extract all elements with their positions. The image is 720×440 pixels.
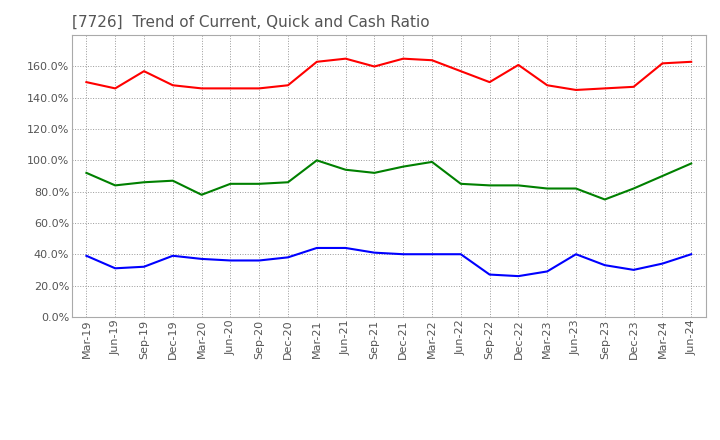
Cash Ratio <box>341 246 350 251</box>
Current Ratio <box>341 56 350 61</box>
Line: Current Ratio: Current Ratio <box>86 59 691 90</box>
Cash Ratio <box>255 258 264 263</box>
Current Ratio <box>168 83 177 88</box>
Text: [7726]  Trend of Current, Quick and Cash Ratio: [7726] Trend of Current, Quick and Cash … <box>72 15 430 30</box>
Cash Ratio <box>514 274 523 279</box>
Current Ratio <box>197 86 206 91</box>
Cash Ratio <box>456 252 465 257</box>
Quick Ratio <box>687 161 696 166</box>
Quick Ratio <box>312 158 321 163</box>
Cash Ratio <box>399 252 408 257</box>
Current Ratio <box>82 80 91 85</box>
Current Ratio <box>485 80 494 85</box>
Current Ratio <box>629 84 638 89</box>
Quick Ratio <box>197 192 206 198</box>
Cash Ratio <box>284 255 292 260</box>
Current Ratio <box>255 86 264 91</box>
Quick Ratio <box>629 186 638 191</box>
Line: Quick Ratio: Quick Ratio <box>86 160 691 199</box>
Quick Ratio <box>140 180 148 185</box>
Cash Ratio <box>312 246 321 251</box>
Cash Ratio <box>111 266 120 271</box>
Quick Ratio <box>284 180 292 185</box>
Current Ratio <box>111 86 120 91</box>
Cash Ratio <box>428 252 436 257</box>
Quick Ratio <box>255 181 264 187</box>
Quick Ratio <box>514 183 523 188</box>
Quick Ratio <box>485 183 494 188</box>
Cash Ratio <box>629 267 638 272</box>
Cash Ratio <box>82 253 91 258</box>
Current Ratio <box>687 59 696 64</box>
Current Ratio <box>572 87 580 92</box>
Current Ratio <box>658 61 667 66</box>
Quick Ratio <box>572 186 580 191</box>
Quick Ratio <box>111 183 120 188</box>
Cash Ratio <box>168 253 177 258</box>
Current Ratio <box>284 83 292 88</box>
Current Ratio <box>543 83 552 88</box>
Quick Ratio <box>658 173 667 179</box>
Quick Ratio <box>428 159 436 165</box>
Quick Ratio <box>82 170 91 176</box>
Quick Ratio <box>226 181 235 187</box>
Quick Ratio <box>341 167 350 172</box>
Cash Ratio <box>658 261 667 266</box>
Quick Ratio <box>168 178 177 183</box>
Cash Ratio <box>140 264 148 269</box>
Cash Ratio <box>370 250 379 255</box>
Cash Ratio <box>572 252 580 257</box>
Line: Cash Ratio: Cash Ratio <box>86 248 691 276</box>
Current Ratio <box>456 69 465 74</box>
Cash Ratio <box>226 258 235 263</box>
Quick Ratio <box>456 181 465 187</box>
Current Ratio <box>226 86 235 91</box>
Current Ratio <box>370 64 379 69</box>
Current Ratio <box>600 86 609 91</box>
Current Ratio <box>399 56 408 61</box>
Cash Ratio <box>600 263 609 268</box>
Cash Ratio <box>485 272 494 277</box>
Cash Ratio <box>543 269 552 274</box>
Current Ratio <box>514 62 523 68</box>
Current Ratio <box>312 59 321 64</box>
Quick Ratio <box>543 186 552 191</box>
Cash Ratio <box>197 256 206 261</box>
Current Ratio <box>428 58 436 63</box>
Current Ratio <box>140 69 148 74</box>
Quick Ratio <box>600 197 609 202</box>
Cash Ratio <box>687 252 696 257</box>
Quick Ratio <box>399 164 408 169</box>
Quick Ratio <box>370 170 379 176</box>
